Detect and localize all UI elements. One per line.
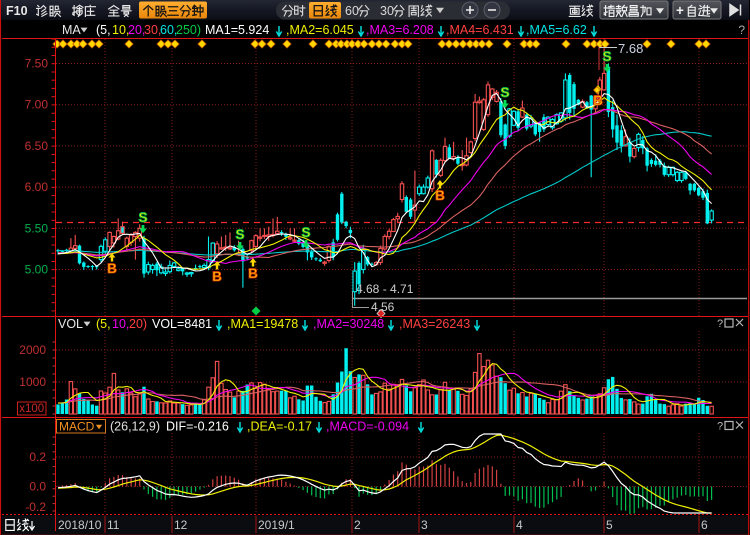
svg-text:20,: 20,: [128, 23, 145, 37]
svg-text:DIF=-0.216: DIF=-0.216: [166, 420, 229, 434]
svg-text:VOL=8481: VOL=8481: [152, 317, 212, 331]
svg-text:S: S: [301, 225, 310, 240]
svg-text:,MA3=26243: ,MA3=26243: [399, 317, 470, 331]
svg-text:S: S: [138, 210, 147, 225]
svg-text:250): 250): [176, 23, 201, 37]
svg-text:10,: 10,: [112, 317, 129, 331]
svg-text:4.56: 4.56: [371, 300, 395, 314]
svg-text:60: 60: [345, 4, 359, 18]
svg-text:12: 12: [174, 518, 188, 532]
svg-text:S: S: [602, 49, 611, 64]
svg-text:B: B: [593, 93, 603, 108]
svg-text:+: +: [676, 3, 684, 18]
svg-text:MACD: MACD: [59, 420, 95, 434]
svg-text:0.0: 0.0: [29, 480, 46, 494]
svg-text:6.00: 6.00: [25, 180, 49, 194]
svg-text:B: B: [107, 261, 117, 276]
svg-text:VOL: VOL: [58, 317, 83, 331]
svg-text:5.00: 5.00: [25, 263, 49, 277]
svg-text:F10: F10: [6, 4, 28, 18]
svg-text:7.68: 7.68: [618, 41, 643, 56]
svg-text:,MA2=6.045: ,MA2=6.045: [286, 23, 354, 37]
svg-text:2: 2: [354, 518, 361, 532]
svg-text:B: B: [212, 269, 222, 284]
svg-text:B: B: [248, 266, 258, 281]
svg-text:5: 5: [606, 518, 613, 532]
svg-text:,DEA=-0.17: ,DEA=-0.17: [247, 420, 312, 434]
svg-text:3: 3: [421, 518, 428, 532]
svg-text:7.50: 7.50: [25, 57, 49, 71]
svg-text:,MA5=6.62: ,MA5=6.62: [526, 23, 587, 37]
svg-text:(26,12,9): (26,12,9): [110, 420, 160, 434]
svg-text:?: ?: [738, 23, 745, 37]
svg-text:0.2: 0.2: [29, 450, 46, 464]
svg-text:(5,: (5,: [96, 317, 111, 331]
svg-text:?: ?: [717, 318, 723, 330]
svg-text:,MA3=6.208: ,MA3=6.208: [366, 23, 434, 37]
svg-text:-0.2: -0.2: [25, 500, 46, 514]
svg-text:MA1=5.924: MA1=5.924: [205, 23, 269, 37]
svg-text:7.00: 7.00: [25, 98, 49, 112]
svg-text:B: B: [435, 188, 445, 203]
svg-text:MA: MA: [62, 23, 81, 37]
svg-text:,MA1=19478: ,MA1=19478: [227, 317, 298, 331]
svg-text:11: 11: [107, 518, 120, 532]
svg-text:10,: 10,: [112, 23, 129, 37]
svg-text:,MA4=6.431: ,MA4=6.431: [446, 23, 514, 37]
svg-text:,MACD=-0.094: ,MACD=-0.094: [326, 420, 409, 434]
svg-text:5.50: 5.50: [25, 221, 49, 235]
svg-text:S: S: [500, 85, 509, 100]
svg-text:4.68 - 4.71: 4.68 - 4.71: [356, 282, 414, 296]
svg-text:30: 30: [380, 4, 394, 18]
svg-text:6.50: 6.50: [25, 139, 49, 153]
svg-text:2019/1: 2019/1: [258, 518, 295, 532]
svg-text:30,: 30,: [144, 23, 161, 37]
svg-text:(5,: (5,: [96, 23, 111, 37]
svg-text:x100: x100: [19, 403, 44, 415]
svg-text:,MA2=30248: ,MA2=30248: [313, 317, 384, 331]
svg-text:2000: 2000: [19, 343, 46, 357]
svg-text:6: 6: [701, 518, 708, 532]
svg-text:60,: 60,: [160, 23, 177, 37]
svg-text:?: ?: [717, 421, 723, 433]
svg-text:20): 20): [129, 317, 147, 331]
svg-text:1000: 1000: [19, 375, 46, 389]
svg-text:4: 4: [516, 518, 523, 532]
svg-text:2018/10: 2018/10: [58, 518, 102, 532]
svg-text:S: S: [235, 227, 244, 242]
